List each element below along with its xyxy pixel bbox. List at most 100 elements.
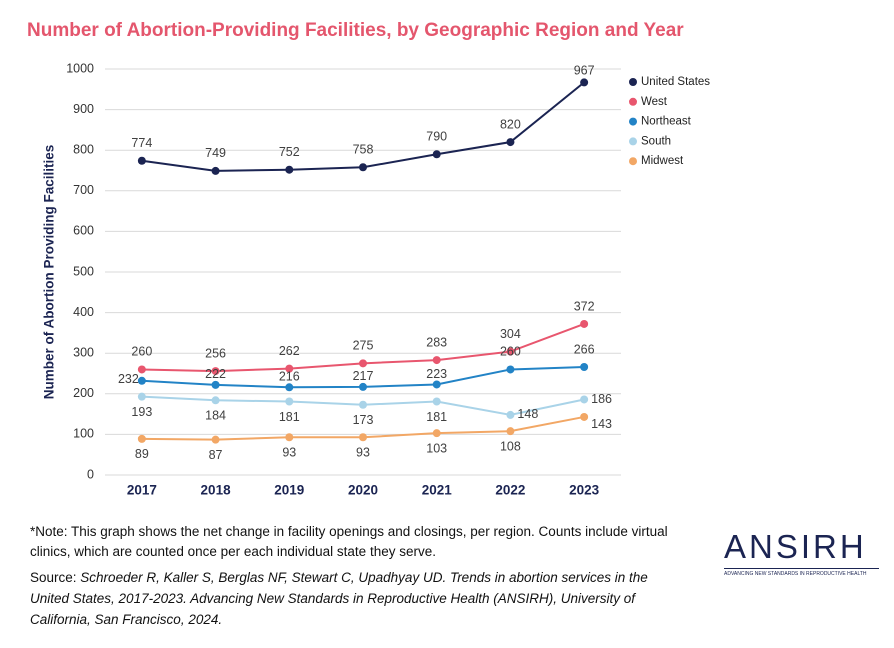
data-point: [285, 433, 294, 442]
data-label: 283: [426, 335, 447, 349]
data-point: [506, 347, 515, 356]
data-label: 260: [131, 345, 152, 359]
legend-marker: [629, 157, 637, 166]
y-tick-label: 900: [73, 102, 94, 116]
data-label: 143: [591, 417, 612, 431]
data-point: [285, 397, 294, 406]
data-label: 93: [282, 446, 296, 460]
data-label: 752: [279, 145, 300, 159]
chart: Number of Abortion-Providing Facilities,…: [27, 20, 710, 498]
legend-label: South: [641, 135, 671, 147]
data-point: [432, 429, 441, 438]
data-label: 148: [517, 407, 538, 421]
x-tick-label: 2019: [274, 483, 304, 498]
legend-label: West: [641, 96, 668, 108]
legend-marker: [629, 78, 637, 86]
data-label: 232: [118, 372, 139, 386]
data-point: [137, 376, 146, 385]
data-label: 217: [353, 369, 374, 383]
data-point: [506, 138, 515, 147]
data-point: [359, 163, 367, 172]
data-point: [432, 397, 441, 406]
data-label: 262: [279, 344, 300, 358]
data-label: 820: [500, 117, 521, 131]
data-label: 173: [353, 413, 374, 427]
data-label: 216: [279, 370, 300, 384]
x-tick-label: 2017: [127, 483, 157, 498]
data-label: 193: [131, 405, 152, 419]
data-point: [359, 433, 367, 442]
legend-marker: [629, 97, 637, 106]
y-tick-label: 300: [73, 345, 94, 359]
data-label: 275: [353, 339, 374, 353]
data-label: 372: [574, 299, 595, 313]
source: Source: Schroeder R, Kaller S, Berglas N…: [30, 567, 670, 630]
data-point: [432, 356, 441, 365]
data-label: 774: [131, 136, 152, 150]
data-point: [137, 156, 146, 165]
legend-marker: [629, 137, 637, 146]
data-label: 89: [135, 447, 149, 461]
data-label: 108: [500, 439, 521, 453]
data-label: 181: [426, 410, 447, 424]
data-point: [137, 365, 146, 374]
x-tick-label: 2020: [348, 483, 378, 498]
y-tick-label: 600: [73, 224, 94, 238]
data-label: 181: [279, 410, 300, 424]
data-point: [432, 380, 441, 389]
y-tick-label: 700: [73, 183, 94, 197]
data-point: [506, 365, 515, 374]
source-text: Schroeder R, Kaller S, Berglas NF, Stewa…: [30, 570, 648, 627]
data-point: [211, 435, 220, 444]
note: *Note: This graph shows the net change i…: [30, 524, 668, 559]
data-label: 260: [500, 345, 521, 359]
data-label: 87: [209, 448, 223, 462]
data-point: [137, 392, 146, 401]
y-axis-title: Number of Abortion Providing Facilities: [42, 145, 57, 400]
data-point: [137, 434, 146, 443]
data-label: 266: [574, 342, 595, 356]
y-tick-label: 800: [73, 142, 94, 156]
data-point: [211, 166, 220, 175]
data-label: 758: [353, 143, 374, 157]
data-label: 186: [591, 392, 612, 406]
data-point: [285, 364, 294, 373]
data-label: 93: [356, 446, 370, 460]
x-tick-label: 2021: [422, 483, 453, 498]
y-tick-label: 0: [87, 467, 94, 481]
data-label: 304: [500, 327, 521, 341]
data-point: [359, 382, 367, 391]
data-point: [211, 367, 220, 376]
legend-label: Northeast: [641, 116, 692, 128]
legend-label: United States: [641, 76, 710, 88]
source-label: Source:: [30, 570, 77, 585]
data-point: [285, 165, 294, 174]
data-point: [580, 363, 589, 372]
y-tick-label: 1000: [66, 61, 94, 75]
data-point: [211, 380, 220, 389]
y-tick-label: 500: [73, 264, 94, 278]
data-point: [580, 395, 589, 404]
y-tick-label: 200: [73, 386, 94, 400]
data-point: [580, 78, 589, 87]
data-label: 184: [205, 409, 226, 423]
y-tick-label: 400: [73, 305, 94, 319]
x-tick-label: 2018: [201, 483, 232, 498]
legend-marker: [629, 117, 637, 126]
logo-tagline: ADVANCING NEW STANDARDS IN REPRODUCTIVE …: [724, 568, 879, 577]
data-point: [432, 150, 441, 159]
data-point: [211, 396, 220, 405]
data-label: 222: [205, 367, 226, 381]
chart-title: Number of Abortion-Providing Facilities,…: [27, 20, 684, 41]
data-point: [580, 319, 589, 328]
data-point: [359, 400, 367, 409]
data-point: [506, 427, 515, 436]
data-point: [285, 383, 294, 392]
logo-text: ANSIRH: [724, 528, 867, 565]
x-tick-label: 2023: [569, 483, 600, 498]
data-point: [580, 412, 589, 421]
y-tick-label: 100: [73, 427, 94, 441]
data-label: 223: [426, 367, 447, 381]
legend-label: Midwest: [641, 155, 684, 167]
data-label: 967: [574, 64, 595, 78]
